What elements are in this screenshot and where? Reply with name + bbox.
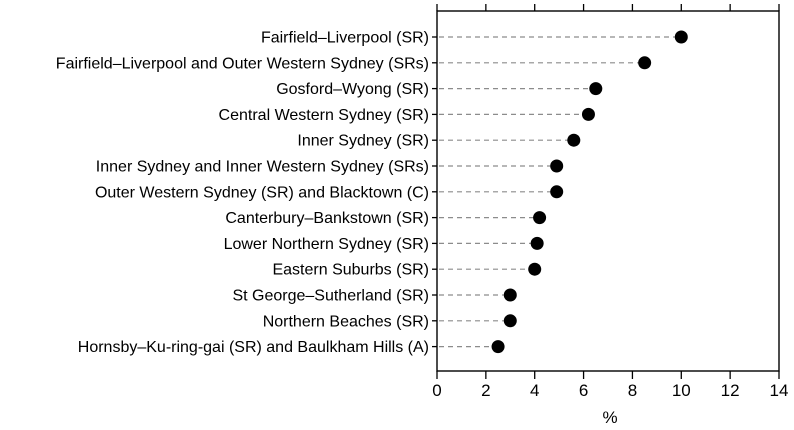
data-point bbox=[674, 30, 688, 44]
data-point bbox=[533, 211, 547, 225]
plot-frame bbox=[436, 10, 780, 372]
category-label: St George–Sutherland (SR) bbox=[232, 288, 429, 305]
x-tick-labels: 0 2 4 6 8 10 12 14 bbox=[432, 381, 788, 400]
data-point bbox=[550, 159, 564, 173]
data-point bbox=[491, 340, 505, 354]
data-point bbox=[567, 133, 581, 147]
x-tick-label: 6 bbox=[579, 381, 588, 400]
category-label: Gosford–Wyong (SR) bbox=[276, 81, 429, 98]
category-labels: Fairfield–Liverpool (SR) Fairfield–Liverp… bbox=[56, 30, 429, 357]
x-tick-label: 0 bbox=[432, 381, 441, 400]
data-point bbox=[528, 262, 542, 276]
category-label: Northern Beaches (SR) bbox=[263, 313, 429, 330]
x-tick-label: 14 bbox=[770, 381, 789, 400]
x-tick-label: 12 bbox=[721, 381, 740, 400]
category-label: Hornsby–Ku-ring-gai (SR) and Baulkham Hi… bbox=[78, 339, 429, 356]
data-points bbox=[491, 30, 688, 354]
category-label: Outer Western Sydney (SR) and Blacktown … bbox=[95, 184, 429, 201]
data-point bbox=[581, 107, 595, 121]
category-label: Eastern Suburbs (SR) bbox=[272, 262, 429, 279]
x-tick-label: 4 bbox=[530, 381, 539, 400]
category-label: Lower Northern Sydney (SR) bbox=[224, 236, 429, 253]
data-point bbox=[638, 56, 652, 70]
data-point bbox=[503, 314, 517, 328]
x-tick-label: 2 bbox=[481, 381, 490, 400]
data-point bbox=[550, 185, 564, 199]
category-label: Inner Sydney (SR) bbox=[297, 133, 429, 150]
category-label: Inner Sydney and Inner Western Sydney (S… bbox=[96, 159, 429, 176]
axis-ticks bbox=[432, 4, 780, 379]
leader-lines bbox=[439, 36, 682, 348]
x-tick-label: 10 bbox=[672, 381, 691, 400]
category-label: Fairfield–Liverpool and Outer Western Sy… bbox=[56, 55, 429, 72]
data-point bbox=[530, 236, 544, 250]
category-label: Fairfield–Liverpool (SR) bbox=[261, 30, 429, 47]
category-label: Central Western Sydney (SR) bbox=[219, 107, 429, 124]
x-axis-title: % bbox=[602, 408, 617, 427]
category-label: Canterbury–Bankstown (SR) bbox=[225, 210, 429, 227]
data-point bbox=[503, 288, 517, 302]
data-point bbox=[589, 82, 603, 96]
x-tick-label: 8 bbox=[628, 381, 637, 400]
